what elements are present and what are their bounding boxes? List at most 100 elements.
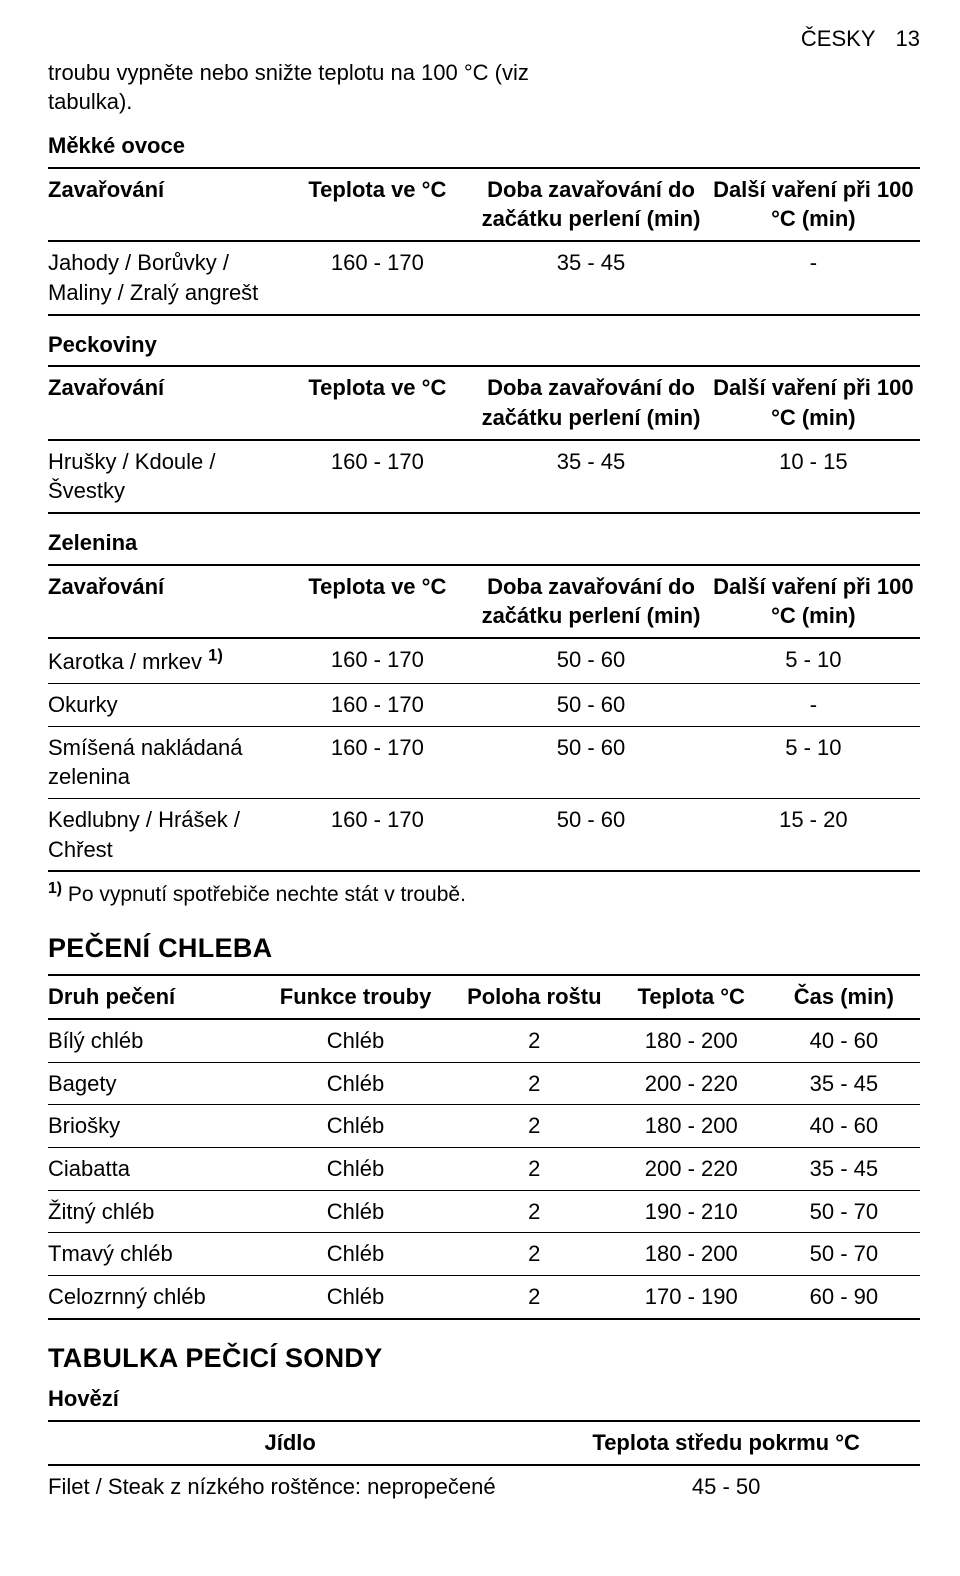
- section-title-probe: TABULKA PEČICÍ SONDY: [48, 1340, 920, 1376]
- col-header: Čas (min): [772, 975, 920, 1019]
- cell-temp: 160 - 170: [283, 638, 475, 684]
- cell: 60 - 90: [772, 1276, 920, 1319]
- intro-text: troubu vypněte nebo snižte teplotu na 10…: [48, 58, 568, 117]
- cell: 2: [458, 1147, 615, 1190]
- col-header: Druh pečení: [48, 975, 257, 1019]
- cell: Bílý chléb: [48, 1019, 257, 1062]
- cell: 200 - 220: [615, 1062, 772, 1105]
- cell: 200 - 220: [615, 1147, 772, 1190]
- table-row: Hrušky / Kdoule / Švestky 160 - 170 35 -…: [48, 440, 920, 513]
- section-title-bread: PEČENÍ CHLEBA: [48, 930, 920, 966]
- table-row: Kedlubny / Hrášek / Chřest 160 - 170 50 …: [48, 799, 920, 872]
- table-soft-fruit: Zavařování Teplota ve °C Doba zavařování…: [48, 167, 920, 316]
- cell: Chléb: [257, 1062, 458, 1105]
- col-header: Teplota ve °C: [283, 565, 475, 638]
- cell-temp: 160 - 170: [283, 726, 475, 798]
- table-row: Tmavý chléb Chléb 2 180 - 200 50 - 70: [48, 1233, 920, 1276]
- cell-next: 10 - 15: [711, 440, 920, 513]
- table-row: Ciabatta Chléb 2 200 - 220 35 - 45: [48, 1147, 920, 1190]
- table-stone-fruit: Zavařování Teplota ve °C Doba zavařování…: [48, 365, 920, 514]
- col-header: Zavařování: [48, 366, 283, 439]
- table-row: Celozrnný chléb Chléb 2 170 - 190 60 - 9…: [48, 1276, 920, 1319]
- cell: Briošky: [48, 1105, 257, 1148]
- cell-temp: 160 - 170: [283, 799, 475, 872]
- cell: Chléb: [257, 1276, 458, 1319]
- cell: 2: [458, 1019, 615, 1062]
- header-page-number: 13: [896, 24, 920, 54]
- col-header: Funkce trouby: [257, 975, 458, 1019]
- vegetables-footnote: 1) Po vypnutí spotřebiče nechte stát v t…: [48, 878, 920, 909]
- cell: 2: [458, 1105, 615, 1148]
- cell: 2: [458, 1190, 615, 1233]
- cell-name: Okurky: [48, 684, 283, 727]
- table-row: Jahody / Borůvky / Maliny / Zralý angreš…: [48, 241, 920, 314]
- table-row: Žitný chléb Chléb 2 190 - 210 50 - 70: [48, 1190, 920, 1233]
- col-header: Další vaření při 100 °C (min): [711, 168, 920, 241]
- col-header: Doba zavařování do začátku perlení (min): [475, 168, 710, 241]
- cell: 180 - 200: [615, 1233, 772, 1276]
- section-title-soft-fruit: Měkké ovoce: [48, 131, 920, 161]
- cell-dur: 50 - 60: [475, 726, 710, 798]
- page-header: ČESKY 13: [48, 24, 920, 54]
- cell: 35 - 45: [772, 1147, 920, 1190]
- cell-next: 5 - 10: [711, 638, 920, 684]
- cell: 180 - 200: [615, 1105, 772, 1148]
- col-header: Doba zavařování do začátku perlení (min): [475, 366, 710, 439]
- footnote-text: Po vypnutí spotřebiče nechte stát v trou…: [68, 883, 466, 906]
- col-header: Doba zavařování do začátku perlení (min): [475, 565, 710, 638]
- cell-next: -: [711, 241, 920, 314]
- cell: Chléb: [257, 1147, 458, 1190]
- cell-next: 15 - 20: [711, 799, 920, 872]
- cell-name: Karotka / mrkev 1): [48, 638, 283, 684]
- table-row: Briošky Chléb 2 180 - 200 40 - 60: [48, 1105, 920, 1148]
- cell: Chléb: [257, 1233, 458, 1276]
- cell: Bagety: [48, 1062, 257, 1105]
- cell-name: Smíšená nakládaná zelenina: [48, 726, 283, 798]
- page: ČESKY 13 troubu vypněte nebo snižte tepl…: [0, 0, 960, 1531]
- cell-temp: 160 - 170: [283, 241, 475, 314]
- cell: Celozrnný chléb: [48, 1276, 257, 1319]
- cell: 40 - 60: [772, 1105, 920, 1148]
- cell: Chléb: [257, 1019, 458, 1062]
- table-vegetables: Zavařování Teplota ve °C Doba zavařování…: [48, 564, 920, 873]
- col-header: Další vaření při 100 °C (min): [711, 565, 920, 638]
- cell-temp: 160 - 170: [283, 684, 475, 727]
- col-header: Teplota ve °C: [283, 168, 475, 241]
- cell-dur: 50 - 60: [475, 684, 710, 727]
- cell: Tmavý chléb: [48, 1233, 257, 1276]
- cell-dur: 35 - 45: [475, 241, 710, 314]
- section-title-stone-fruit: Peckoviny: [48, 330, 920, 360]
- cell: Ciabatta: [48, 1147, 257, 1190]
- col-header: Jídlo: [48, 1421, 536, 1465]
- cell-name: Hrušky / Kdoule / Švestky: [48, 440, 283, 513]
- header-language: ČESKY: [801, 24, 876, 54]
- table-row: Bagety Chléb 2 200 - 220 35 - 45: [48, 1062, 920, 1105]
- cell: 2: [458, 1233, 615, 1276]
- col-header: Teplota °C: [615, 975, 772, 1019]
- col-header: Teplota ve °C: [283, 366, 475, 439]
- cell: 190 - 210: [615, 1190, 772, 1233]
- table-row: Okurky 160 - 170 50 - 60 -: [48, 684, 920, 727]
- table-row: Filet / Steak z nízkého roštěnce: neprop…: [48, 1465, 920, 1508]
- col-header: Zavařování: [48, 565, 283, 638]
- table-row: Smíšená nakládaná zelenina 160 - 170 50 …: [48, 726, 920, 798]
- cell-temp: 160 - 170: [283, 440, 475, 513]
- cell-next: 5 - 10: [711, 726, 920, 798]
- col-header: Teplota středu pokrmu °C: [536, 1421, 920, 1465]
- cell: 35 - 45: [772, 1062, 920, 1105]
- cell: 170 - 190: [615, 1276, 772, 1319]
- footnote-marker: 1): [48, 880, 62, 897]
- cell: 180 - 200: [615, 1019, 772, 1062]
- section-title-vegetables: Zelenina: [48, 528, 920, 558]
- table-probe: Jídlo Teplota středu pokrmu °C Filet / S…: [48, 1420, 920, 1507]
- cell-next: -: [711, 684, 920, 727]
- cell-dur: 50 - 60: [475, 799, 710, 872]
- cell: 40 - 60: [772, 1019, 920, 1062]
- cell: Chléb: [257, 1190, 458, 1233]
- cell: 2: [458, 1062, 615, 1105]
- cell-dur: 35 - 45: [475, 440, 710, 513]
- cell: Žitný chléb: [48, 1190, 257, 1233]
- cell: 50 - 70: [772, 1233, 920, 1276]
- table-row: Karotka / mrkev 1) 160 - 170 50 - 60 5 -…: [48, 638, 920, 684]
- table-bread: Druh pečení Funkce trouby Poloha roštu T…: [48, 974, 920, 1320]
